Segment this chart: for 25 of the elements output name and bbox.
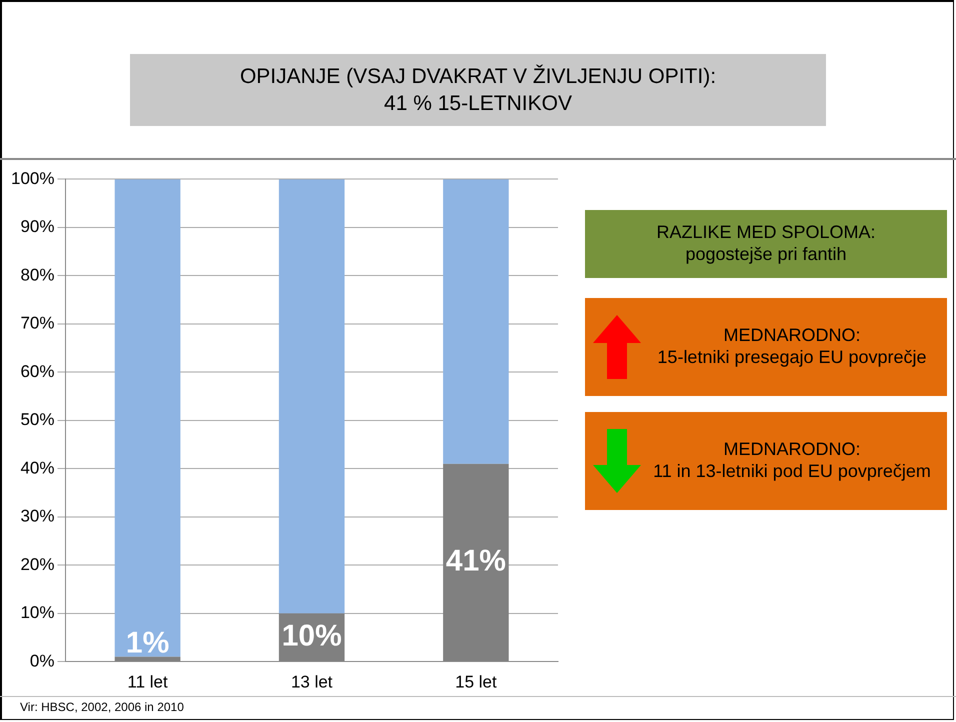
y-tick-label: 30% xyxy=(20,506,54,526)
bar xyxy=(114,179,180,657)
y-tick-label: 80% xyxy=(20,265,54,284)
y-tick-label: 100% xyxy=(10,168,54,188)
text: MEDNARODNO: 11 in 13-letniki pod EU povprečjem xyxy=(585,412,947,510)
y-tick-label: 40% xyxy=(20,458,54,478)
chart-title: OPIJANJE (VSAJ DVAKRAT V ŽIVLJENJU OPITI): 41 % 15-LETNIKOV xyxy=(130,54,826,126)
text: MEDNARODNO: 15-letniki presegajo EU povprečje xyxy=(585,298,947,396)
y-tick-label: 60% xyxy=(20,362,54,381)
y-tick-label: 70% xyxy=(20,314,54,333)
y-tick-label: 10% xyxy=(20,603,54,622)
y-tick-label: 50% xyxy=(20,410,54,430)
x-tick-label: 15 let xyxy=(455,672,497,692)
y-tick-label: 0% xyxy=(30,651,54,670)
x-tick-label: 13 let xyxy=(290,672,333,692)
data-label: 41% xyxy=(446,544,506,578)
bar xyxy=(278,179,345,614)
data-label: 1% xyxy=(126,626,170,660)
y-tick-label: 90% xyxy=(20,217,54,236)
y-tick-label: 20% xyxy=(20,554,54,574)
bar xyxy=(443,179,509,464)
text: RAZLIKE MED SPOLOMA: pogostejše pri fantih xyxy=(585,210,947,278)
text: Vir: HBSC, 2002, 2006 in 2010 xyxy=(20,700,184,714)
data-label: 10% xyxy=(282,619,342,652)
x-tick-label: 11 let xyxy=(127,672,168,692)
